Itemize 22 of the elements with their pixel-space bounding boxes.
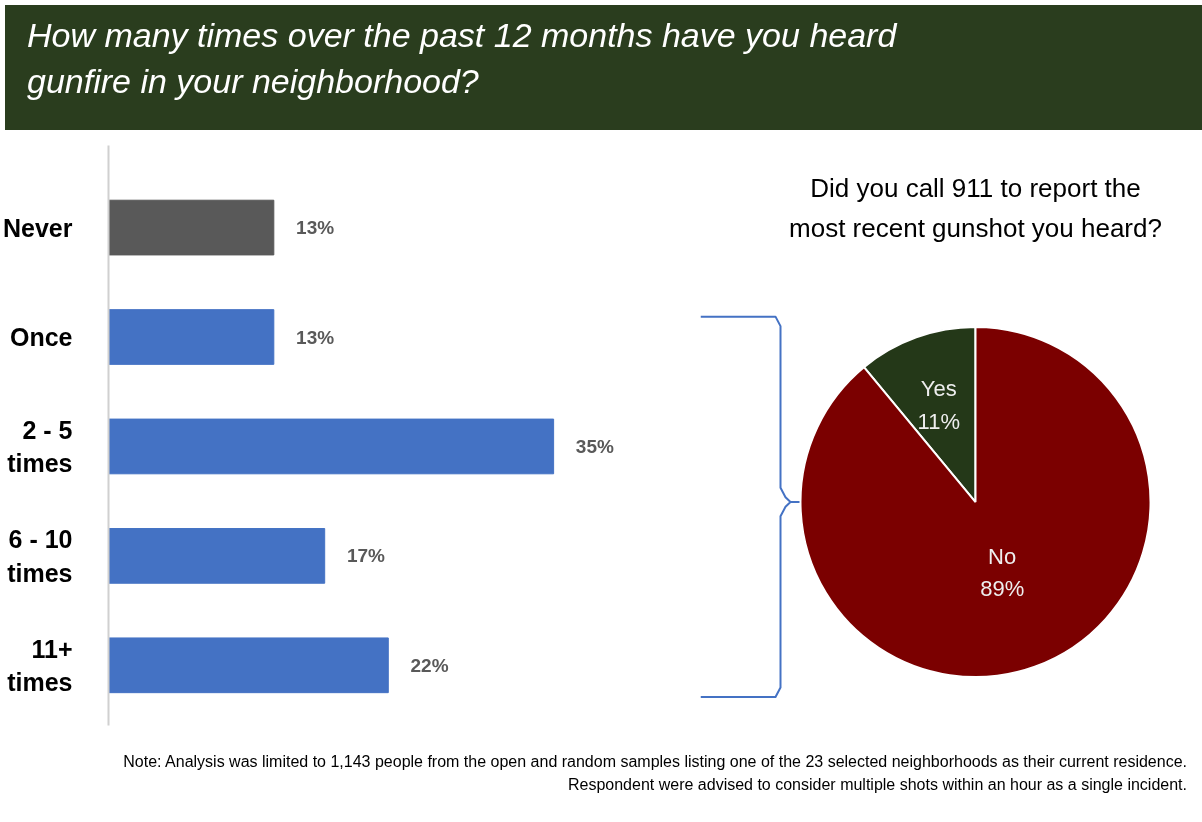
chart-title: How many times over the past 12 months have you heard gunfire in your neighborhood? — [27, 15, 899, 102]
data-label: 13% — [296, 326, 335, 348]
slice-label: No — [988, 543, 1017, 569]
bar — [108, 309, 275, 365]
y-tick-label: 11+ times — [7, 634, 73, 697]
y-tick-label: 2 - 5 times — [7, 415, 73, 478]
y-tick-label: Once — [9, 323, 73, 352]
data-label: 89% — [980, 576, 1025, 602]
bar — [108, 637, 389, 694]
text: Note: Analysis was limited to 1,143 people from the open and random samples listing one of the 23 selected neighborhoods as their current residence. Respondent were advised to consider multiple shots within an hour as a single incident. — [122, 752, 1187, 796]
bar — [108, 199, 275, 256]
data-label: 35% — [575, 435, 614, 457]
data-label: 13% — [296, 217, 335, 239]
bar — [108, 528, 326, 584]
bar — [108, 418, 555, 475]
y-tick-label: 6 - 10 times — [7, 525, 73, 587]
data-label: 11% — [917, 408, 960, 434]
slice-label: Yes — [920, 376, 957, 402]
data-label: 22% — [410, 654, 449, 676]
chart-title: Did you call 911 to report the most recent gunshot you heard? — [789, 173, 1162, 244]
data-label: 17% — [346, 545, 386, 567]
y-tick-label: Never — [3, 213, 73, 242]
